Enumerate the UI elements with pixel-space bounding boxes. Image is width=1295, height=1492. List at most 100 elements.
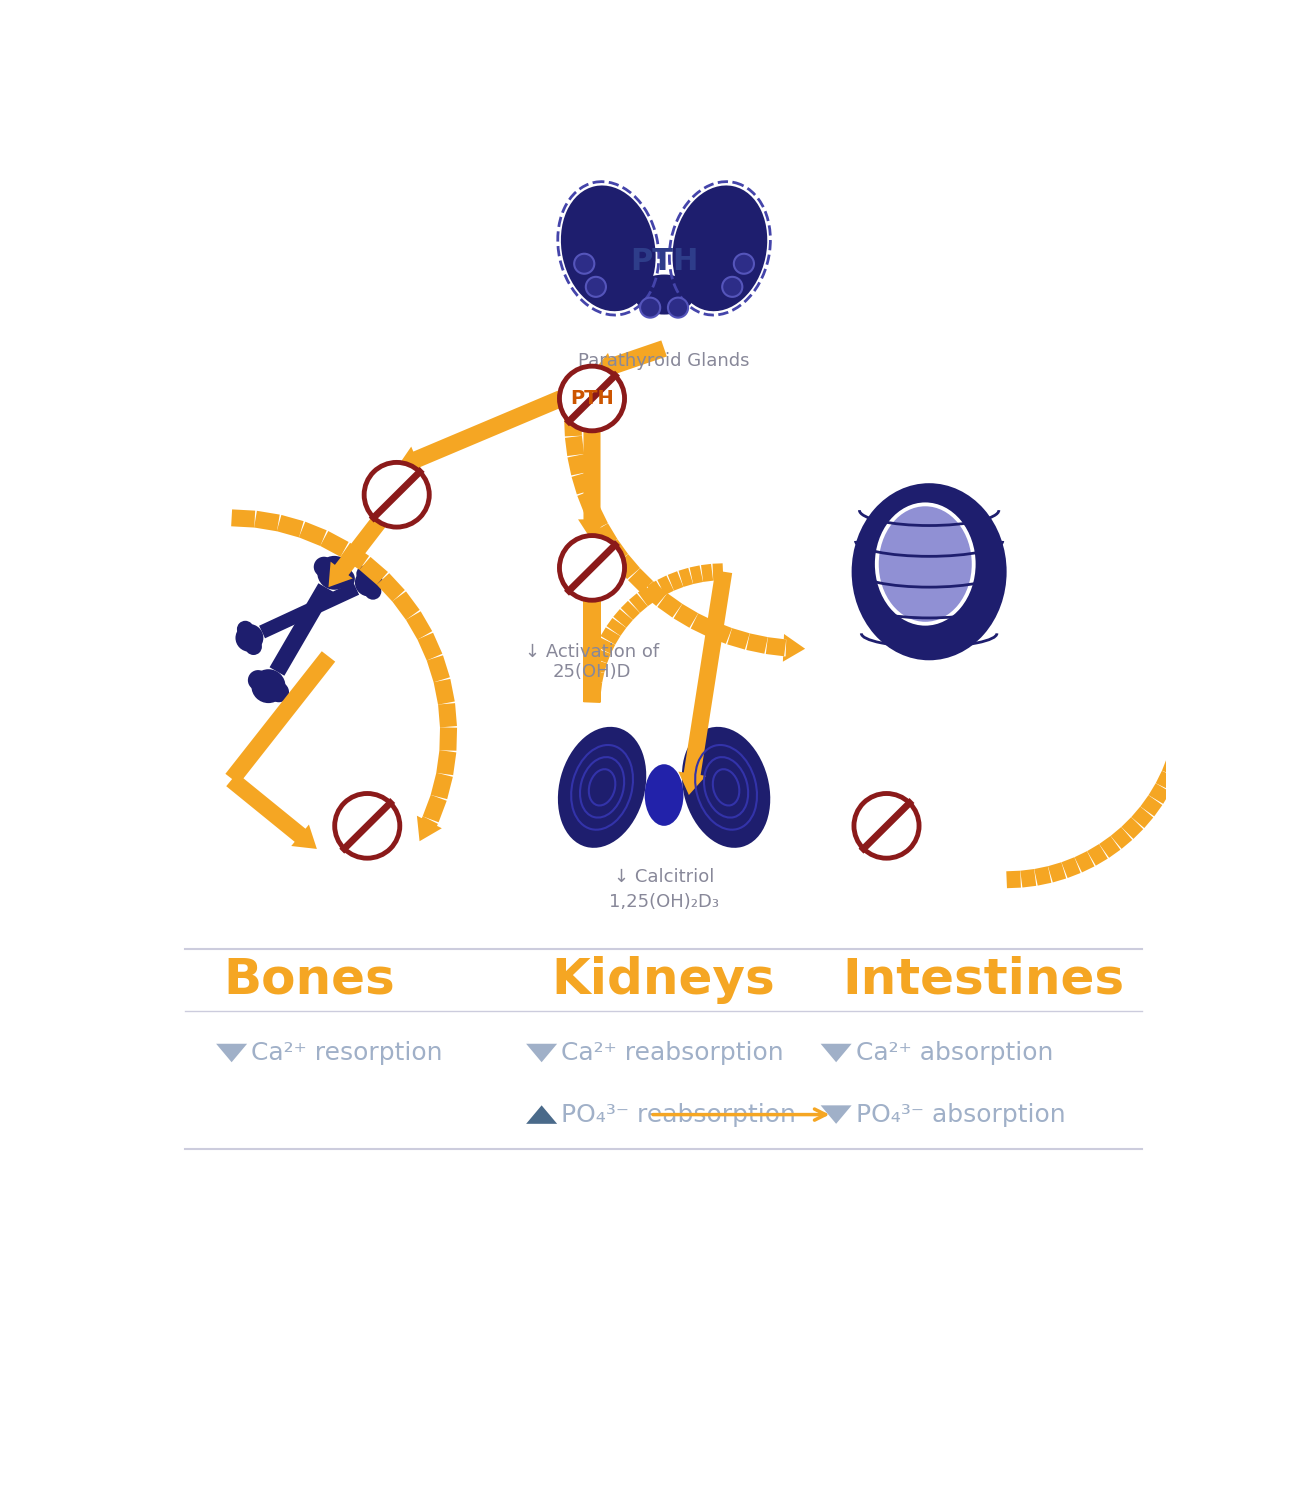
- Circle shape: [734, 254, 754, 273]
- Polygon shape: [606, 618, 627, 636]
- Polygon shape: [417, 816, 442, 841]
- Text: PO₄³⁻ reabsorption: PO₄³⁻ reabsorption: [561, 1103, 796, 1126]
- Polygon shape: [1075, 850, 1094, 873]
- Polygon shape: [571, 471, 593, 494]
- Text: PO₄³⁻ absorption: PO₄³⁻ absorption: [856, 1103, 1064, 1126]
- Polygon shape: [1111, 827, 1132, 849]
- Polygon shape: [712, 564, 724, 580]
- Polygon shape: [821, 1106, 852, 1123]
- Polygon shape: [1062, 858, 1080, 877]
- Ellipse shape: [682, 727, 771, 847]
- Text: Ca²⁺ resorption: Ca²⁺ resorption: [251, 1041, 443, 1065]
- Polygon shape: [1155, 771, 1177, 791]
- Circle shape: [723, 278, 742, 297]
- Polygon shape: [783, 634, 805, 661]
- Circle shape: [853, 794, 919, 858]
- Polygon shape: [1006, 871, 1022, 888]
- Text: PTH: PTH: [629, 248, 698, 276]
- Polygon shape: [1149, 783, 1171, 804]
- Polygon shape: [396, 391, 565, 471]
- Circle shape: [317, 557, 351, 589]
- Ellipse shape: [558, 727, 646, 847]
- Ellipse shape: [561, 185, 655, 312]
- Polygon shape: [565, 418, 581, 437]
- Circle shape: [237, 621, 254, 637]
- Ellipse shape: [645, 764, 684, 827]
- Polygon shape: [436, 750, 456, 776]
- Polygon shape: [658, 576, 673, 595]
- Polygon shape: [341, 543, 369, 570]
- Text: Bones: Bones: [223, 956, 395, 1004]
- Polygon shape: [584, 601, 601, 703]
- Circle shape: [365, 583, 381, 600]
- Polygon shape: [1048, 862, 1066, 882]
- Text: Ca²⁺ reabsorption: Ca²⁺ reabsorption: [561, 1041, 783, 1065]
- Polygon shape: [585, 670, 605, 683]
- Polygon shape: [392, 591, 420, 619]
- Polygon shape: [216, 1044, 247, 1062]
- Circle shape: [268, 682, 289, 703]
- Circle shape: [313, 557, 334, 577]
- Polygon shape: [417, 633, 443, 661]
- Polygon shape: [690, 565, 703, 583]
- Ellipse shape: [633, 275, 694, 315]
- Polygon shape: [629, 594, 648, 613]
- Polygon shape: [1171, 731, 1190, 747]
- Circle shape: [334, 794, 400, 858]
- Polygon shape: [658, 594, 682, 618]
- Polygon shape: [728, 628, 750, 649]
- Circle shape: [364, 463, 429, 527]
- Polygon shape: [668, 571, 684, 591]
- Polygon shape: [427, 655, 449, 682]
- Circle shape: [355, 568, 383, 597]
- Circle shape: [334, 568, 355, 589]
- Polygon shape: [821, 1044, 852, 1062]
- Circle shape: [585, 278, 606, 297]
- Polygon shape: [673, 604, 698, 628]
- Polygon shape: [1132, 807, 1154, 828]
- Text: Intestines: Intestines: [842, 956, 1124, 1004]
- Circle shape: [236, 624, 263, 652]
- Polygon shape: [690, 613, 715, 637]
- Polygon shape: [614, 609, 633, 628]
- Text: PTH: PTH: [570, 389, 614, 407]
- Polygon shape: [1035, 867, 1052, 886]
- Polygon shape: [438, 703, 457, 728]
- Polygon shape: [269, 583, 333, 676]
- Polygon shape: [746, 634, 768, 653]
- Polygon shape: [259, 582, 359, 639]
- Circle shape: [559, 536, 624, 600]
- Text: ↓ Activation of
25(OH)D: ↓ Activation of 25(OH)D: [524, 643, 659, 682]
- Polygon shape: [1099, 836, 1120, 858]
- Polygon shape: [708, 621, 732, 645]
- Polygon shape: [1087, 844, 1107, 865]
- Polygon shape: [1171, 703, 1198, 725]
- Polygon shape: [648, 580, 664, 600]
- Polygon shape: [439, 727, 457, 752]
- Polygon shape: [584, 507, 607, 531]
- Polygon shape: [592, 340, 667, 379]
- Polygon shape: [592, 648, 611, 664]
- Circle shape: [668, 297, 688, 318]
- Polygon shape: [765, 637, 786, 656]
- Polygon shape: [679, 568, 693, 586]
- Polygon shape: [231, 509, 255, 528]
- Polygon shape: [565, 436, 584, 457]
- Circle shape: [640, 297, 660, 318]
- Polygon shape: [277, 515, 303, 537]
- Polygon shape: [578, 431, 606, 542]
- Polygon shape: [578, 489, 600, 513]
- Circle shape: [356, 565, 373, 582]
- Polygon shape: [1020, 868, 1036, 888]
- Polygon shape: [1121, 818, 1143, 839]
- Polygon shape: [526, 1106, 557, 1123]
- Text: Ca²⁺ absorption: Ca²⁺ absorption: [856, 1041, 1053, 1065]
- Polygon shape: [526, 1044, 557, 1062]
- Polygon shape: [1167, 745, 1188, 762]
- Text: Parathyroid Glands: Parathyroid Glands: [579, 352, 750, 370]
- Circle shape: [574, 254, 594, 273]
- Polygon shape: [615, 554, 640, 579]
- Polygon shape: [359, 557, 388, 585]
- Polygon shape: [642, 582, 667, 606]
- Ellipse shape: [672, 185, 767, 312]
